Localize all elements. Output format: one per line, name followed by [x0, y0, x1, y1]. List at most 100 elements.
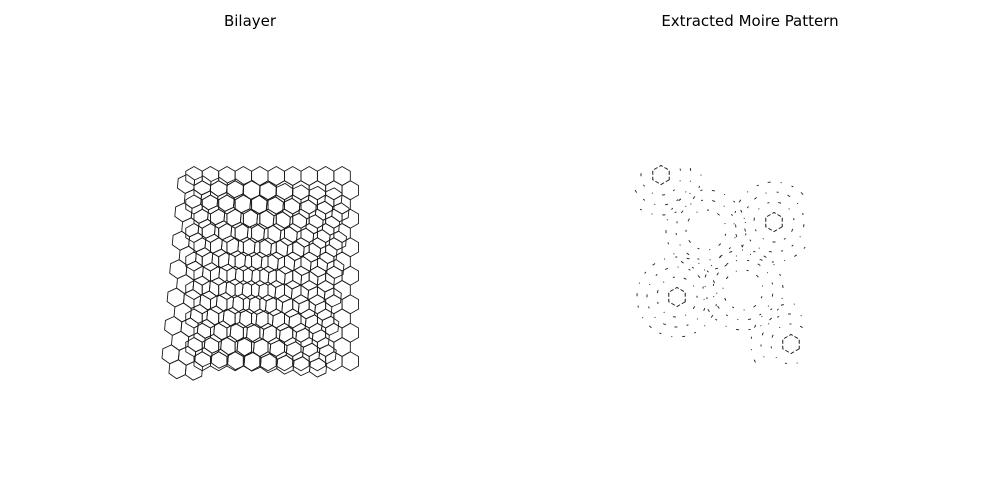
- moire-dash: [686, 257, 690, 260]
- layer-b-hexagon: [331, 202, 350, 223]
- moire-dash: [794, 254, 798, 257]
- moire-dash: [676, 199, 679, 202]
- bilayer-title: Bilayer: [223, 12, 277, 30]
- moire-dash: [692, 196, 696, 200]
- moire-dash: [726, 262, 729, 265]
- moire-dash: [738, 199, 742, 203]
- moire-dash: [734, 210, 736, 214]
- layer-b-hexagon: [292, 356, 311, 377]
- moire-dash: [639, 208, 643, 211]
- moire-dash: [698, 185, 700, 188]
- moire-dash: [756, 184, 759, 187]
- moire-dash: [753, 304, 757, 308]
- moire-dash: [679, 168, 681, 171]
- moire-dash: [802, 212, 804, 216]
- moire-dash: [725, 314, 729, 317]
- moire-dash: [644, 271, 647, 274]
- moire-dash: [657, 301, 659, 304]
- moire-dash: [686, 252, 690, 256]
- moire-dash: [652, 263, 656, 266]
- moire-dash: [712, 200, 716, 202]
- moire-dash: [704, 325, 706, 327]
- moire-dash: [723, 205, 725, 207]
- moire-dash: [779, 326, 781, 329]
- moire-dash: [674, 211, 677, 214]
- moire-dash: [754, 324, 757, 328]
- moire-dash: [799, 325, 803, 329]
- moire-dash: [676, 221, 678, 224]
- layer-b-hexagon: [184, 360, 204, 381]
- moire-dash: [697, 258, 700, 260]
- moire-dash: [643, 184, 645, 187]
- moire-dash: [767, 202, 770, 204]
- moire-dash: [773, 263, 775, 266]
- moire-dash: [685, 205, 687, 207]
- moire-dash: [642, 316, 644, 319]
- moire-dash: [634, 189, 638, 193]
- moire-dash: [693, 285, 695, 287]
- moire-dash: [783, 237, 786, 240]
- moire-dash: [767, 305, 769, 307]
- moire-dash: [771, 334, 774, 338]
- moire-dash: [659, 332, 662, 335]
- moire-dash: [693, 331, 697, 334]
- moire-dash: [724, 297, 727, 301]
- moire-dash: [716, 272, 719, 276]
- moire-dash: [715, 318, 718, 321]
- moire-dash: [656, 290, 659, 294]
- moire-dash: [780, 304, 784, 306]
- moire-dash: [710, 314, 714, 318]
- moire-dash: [691, 267, 694, 269]
- moire-dash: [740, 209, 743, 213]
- moire-dash: [749, 239, 752, 242]
- layer-a-hexagon: [292, 351, 310, 372]
- moire-dash: [777, 316, 780, 318]
- moire-dash: [663, 311, 665, 313]
- moire-dash: [662, 323, 667, 326]
- moire-dash: [654, 316, 656, 319]
- moire-dash: [777, 308, 779, 311]
- moire-dash: [803, 246, 806, 249]
- moire-dash: [744, 228, 746, 232]
- moire-pattern-group: [634, 164, 806, 365]
- moire-dash: [718, 243, 722, 246]
- layer-b-hexagon: [194, 347, 213, 368]
- moire-dash: [787, 194, 791, 198]
- moire-dash: [707, 308, 710, 312]
- moire-dash: [690, 203, 692, 205]
- moire-dash: [685, 191, 687, 193]
- moire-dash: [719, 254, 723, 258]
- moire-dash: [716, 213, 720, 216]
- moire-dash: [696, 318, 699, 320]
- moire-dash: [754, 229, 757, 232]
- moire-dash: [791, 228, 794, 232]
- moire-dash: [724, 264, 728, 267]
- moire-dash: [704, 274, 707, 278]
- moire-dash: [687, 218, 690, 222]
- moire-dash: [754, 197, 757, 200]
- moire-dash: [746, 191, 749, 193]
- moire-dash: [718, 256, 722, 259]
- moire-dash: [689, 167, 692, 172]
- moire-site-hexagon: [668, 286, 686, 308]
- moire-dash: [755, 274, 759, 278]
- moire-dash: [688, 268, 691, 271]
- moire-dash: [678, 198, 682, 202]
- layer-a-hexagon: [341, 351, 359, 372]
- moire-dash: [800, 192, 804, 195]
- moire-dash: [683, 277, 687, 280]
- layer-b-hexagon: [309, 357, 328, 378]
- moire-dash: [731, 213, 733, 217]
- moire-dash: [664, 203, 669, 206]
- moire-dash: [747, 318, 752, 321]
- moire-dash: [680, 210, 684, 214]
- moire-dash: [735, 233, 738, 238]
- moire-dash: [791, 244, 794, 247]
- moire-dash: [758, 208, 760, 210]
- moire-dash: [686, 324, 689, 326]
- moire-dash: [732, 306, 735, 309]
- moire-dash: [648, 306, 650, 309]
- moire-dash: [791, 185, 794, 188]
- moire-dash: [712, 280, 715, 284]
- moire-dash: [717, 305, 720, 309]
